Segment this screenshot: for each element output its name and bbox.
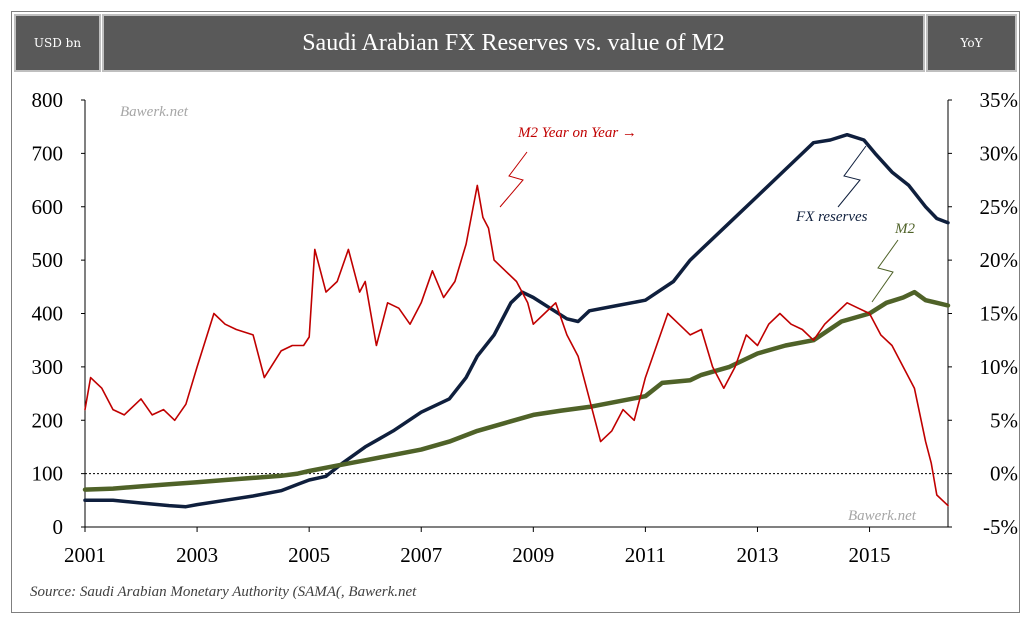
m2-yoy-line bbox=[84, 184, 949, 507]
source-note: Source: Saudi Arabian Monetary Authority… bbox=[30, 584, 417, 600]
left-tick-label: 600 bbox=[32, 195, 64, 219]
chart-title: Saudi Arabian FX Reserves vs. value of M… bbox=[102, 14, 925, 72]
x-tick-label: 2015 bbox=[849, 543, 891, 567]
watermark-bottom: Bawerk.net bbox=[848, 508, 917, 524]
left-tick-label: 400 bbox=[32, 302, 64, 326]
left-tick-label: 700 bbox=[32, 141, 64, 165]
right-tick-label: 30% bbox=[980, 141, 1019, 165]
right-tick-label: 10% bbox=[980, 355, 1019, 379]
x-tick-label: 2007 bbox=[400, 543, 442, 567]
m2-pointer bbox=[871, 239, 899, 303]
right-tick-label: 5% bbox=[990, 408, 1018, 432]
watermark-top: Bawerk.net bbox=[120, 104, 189, 120]
m2-yoy-pointer bbox=[499, 151, 528, 208]
x-tick-label: 2001 bbox=[64, 543, 106, 567]
left-tick-label: 500 bbox=[32, 248, 64, 272]
chart-frame bbox=[11, 11, 1020, 613]
series-lines bbox=[82, 132, 951, 509]
right-tick-label: 25% bbox=[980, 195, 1019, 219]
left-tick-label: 800 bbox=[32, 88, 64, 112]
right-tick-label: 0% bbox=[990, 462, 1018, 486]
m2-annotation: M2 bbox=[894, 221, 915, 237]
fx-reserves-line bbox=[83, 132, 950, 509]
m2-yoy-annotation: M2 Year on Year → bbox=[517, 125, 637, 141]
x-tick-label: 2011 bbox=[625, 543, 666, 567]
m2-line bbox=[82, 289, 951, 492]
axes: 800 700 600 500 400 300 200 100 0 35% 30% 25% 20% 15%… bbox=[32, 88, 1019, 567]
fx-annotation: FX reserves bbox=[795, 209, 868, 225]
right-tick-label: 35% bbox=[980, 88, 1019, 112]
x-tick-label: 2005 bbox=[288, 543, 330, 567]
x-tick-label: 2003 bbox=[176, 543, 218, 567]
right-tick-label: -5% bbox=[983, 515, 1018, 539]
right-tick-label: 20% bbox=[980, 248, 1019, 272]
left-tick-label: 100 bbox=[32, 462, 64, 486]
x-tick-label: 2013 bbox=[736, 543, 778, 567]
left-tick-label: 300 bbox=[32, 355, 64, 379]
left-tick-label: 200 bbox=[32, 408, 64, 432]
left-axis-unit-header: USD bn bbox=[14, 14, 101, 72]
right-axis-unit-header: YoY bbox=[926, 14, 1017, 72]
x-tick-label: 2009 bbox=[512, 543, 554, 567]
right-tick-label: 15% bbox=[980, 302, 1019, 326]
left-tick-label: 0 bbox=[53, 515, 64, 539]
fx-pointer bbox=[837, 145, 867, 208]
